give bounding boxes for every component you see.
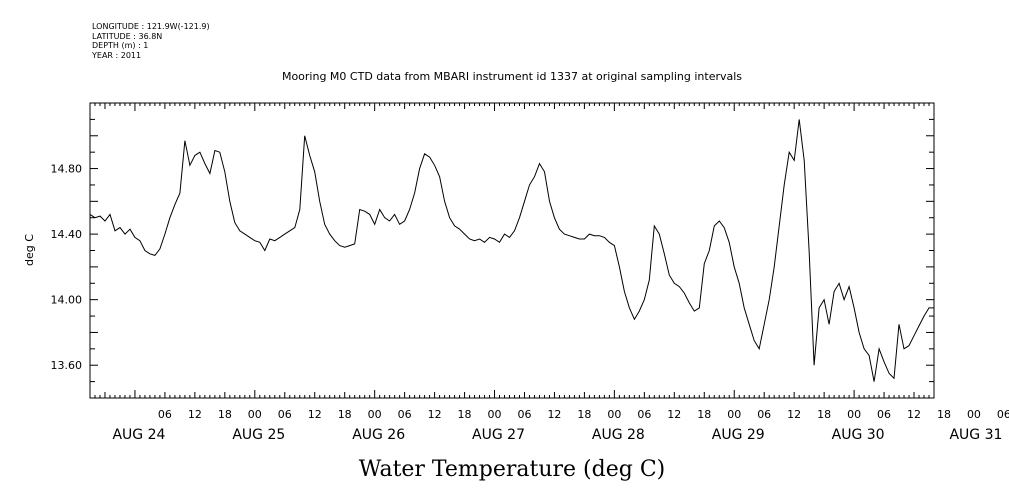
header-metadata: LONGITUDE : 121.9W(-121.9) LATITUDE : 36… [92,22,210,60]
x-day-label: AUG 25 [232,427,285,443]
x-axis: 06 12 18 00 06 12 18 00 06 12 18 00 06 12 18 00 06 12 18 00… [89,103,1009,443]
x-hour-label: 18 [937,408,951,421]
y-tick-label: 14.00 [51,294,83,307]
x-hour-label: 00 [847,408,861,421]
x-hour-label: 00 [607,408,621,421]
x-axis-label: Water Temperature (deg C) [359,457,666,482]
depth-label: DEPTH (m) : 1 [92,41,149,50]
y-tick-label: 14.80 [51,163,83,176]
x-hour-label: 18 [218,408,232,421]
x-hour-label: 06 [158,408,172,421]
longitude-label: LONGITUDE : 121.9W(-121.9) [92,22,210,31]
x-day-label: AUG 27 [472,427,525,443]
plot-frame [89,102,935,399]
x-hour-label: 18 [697,408,711,421]
x-hour-label: 00 [727,408,741,421]
year-label: YEAR : 2011 [92,50,142,60]
x-day-label: AUG 24 [112,427,165,443]
x-hour-label: 12 [547,408,561,421]
x-hour-label: 12 [428,408,442,421]
y-tick-label: 13.60 [51,359,83,372]
latitude-label: LATITUDE : 36.8N [92,31,163,41]
x-hour-label: 12 [188,408,202,421]
x-hour-label: 00 [967,408,981,421]
x-hour-label: 18 [458,408,472,421]
x-hour-label: 06 [637,408,651,421]
x-day-label: AUG 28 [592,427,645,443]
x-hour-label: 12 [907,408,921,421]
x-hour-label: 06 [278,408,292,421]
water-temperature-line [89,119,934,382]
x-hour-label: 06 [398,408,412,421]
y-tick-label: 14.40 [51,228,83,241]
x-day-label: AUG 31 [949,427,1002,443]
y-axis: 13.60 14.00 14.40 14.80 [51,102,934,399]
x-hour-label: 12 [667,408,681,421]
x-hour-label: 00 [248,408,262,421]
x-hour-label: 00 [368,408,382,421]
x-hour-label: 00 [488,408,502,421]
x-day-label: AUG 29 [712,427,765,443]
x-hour-label: 06 [757,408,771,421]
x-day-label: AUG 26 [352,427,405,443]
x-day-label: AUG 30 [832,427,885,443]
x-hour-label: 06 [997,408,1009,421]
x-hour-label: 12 [308,408,322,421]
y-axis-label: deg C [23,234,36,266]
x-hour-label: 18 [577,408,591,421]
x-hour-label: 12 [787,408,801,421]
x-hour-label: 06 [877,408,891,421]
x-hour-label: 06 [517,408,531,421]
x-hour-label: 18 [817,408,831,421]
chart-title: Mooring M0 CTD data from MBARI instrumen… [282,70,742,83]
x-hour-label: 18 [338,408,352,421]
